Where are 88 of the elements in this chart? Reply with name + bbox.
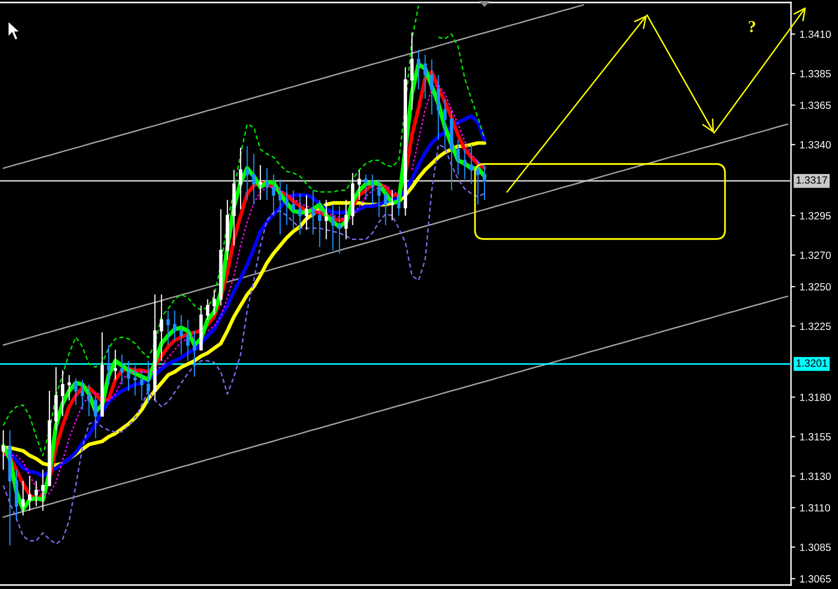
- candlestick: [87, 384, 91, 417]
- line-series: [2, 296, 788, 518]
- candlestick: [384, 190, 388, 226]
- candlestick: [311, 190, 315, 236]
- candlestick: [423, 54, 427, 100]
- candlestick: [410, 32, 414, 110]
- annotation: ?: [748, 20, 756, 32]
- candlestick: [68, 374, 71, 401]
- candlestick: [397, 194, 400, 216]
- y-tick-label: 1.3410: [800, 30, 831, 38]
- y-tick-label: 1.3085: [800, 544, 831, 551]
- candlestick: [331, 204, 335, 251]
- candlestick: [21, 480, 25, 516]
- candlestick: [114, 349, 118, 380]
- candlestick: [370, 174, 374, 206]
- y-tick-label: 1.3155: [800, 433, 831, 440]
- candlestick: [390, 190, 394, 221]
- candlestick: [80, 379, 84, 410]
- candlestick: [94, 395, 98, 439]
- candlestick: [146, 360, 150, 404]
- candlestick: [28, 476, 32, 512]
- line-series: [2, 4, 584, 169]
- candlestick: [166, 310, 170, 346]
- candlestick: [258, 164, 262, 200]
- candlestick: [120, 354, 124, 386]
- line-series: [2, 144, 486, 545]
- y-tick-label: 1.3385: [800, 70, 831, 78]
- candlestick: [54, 366, 58, 431]
- candlestick: [107, 344, 110, 386]
- candlestick: [430, 58, 434, 116]
- candlestick: [199, 305, 203, 350]
- candlestick: [34, 480, 38, 507]
- candlestick: [153, 294, 157, 401]
- candlestick: [482, 164, 486, 200]
- candlestick: [8, 430, 12, 546]
- candlestick: [246, 146, 249, 200]
- candlestick: [344, 199, 348, 240]
- candlestick: [298, 192, 302, 236]
- candlestick: [278, 178, 282, 236]
- candlestick: [180, 314, 183, 356]
- candlestick: [133, 365, 137, 396]
- candlestick: [212, 289, 216, 316]
- y-tick-label: 1.3250: [800, 283, 831, 291]
- y-tick-label: 1.3340: [800, 141, 831, 148]
- candlestick: [60, 370, 64, 417]
- ref-line-label: 1.3317: [796, 176, 828, 184]
- candlestick: [265, 168, 269, 200]
- y-tick-label: 1.3225: [800, 322, 831, 330]
- ref-line-label: 1.3201: [796, 359, 828, 367]
- line-series: [2, 124, 788, 346]
- candlestick: [186, 319, 190, 362]
- candlestick: [140, 370, 144, 401]
- candlestick: [238, 147, 242, 210]
- candlestick: [226, 199, 230, 260]
- candlestick: [338, 206, 342, 254]
- candlestick: [350, 172, 354, 226]
- candlestick: [358, 169, 361, 200]
- candlestick: [285, 183, 288, 226]
- candlestick: [304, 194, 308, 230]
- candlestick: [456, 139, 460, 176]
- y-tick-label: 1.3065: [800, 575, 831, 583]
- candlestick: [206, 298, 210, 320]
- candlestick: [443, 98, 447, 150]
- y-tick-label: 1.3130: [800, 472, 831, 480]
- candlestick: [364, 174, 368, 200]
- candlestick: [126, 360, 130, 392]
- candlestick: [173, 310, 176, 341]
- y-tick-label: 1.3365: [800, 102, 831, 109]
- candlestick: [100, 332, 104, 417]
- y-tick-label: 1.3110: [800, 504, 830, 512]
- candlestick: [192, 330, 196, 378]
- candlestick: [219, 208, 222, 306]
- candlestick: [470, 144, 473, 185]
- y-tick-label: 1.3270: [800, 252, 831, 259]
- candlestick: [252, 153, 256, 206]
- y-tick-label: 1.3295: [800, 212, 831, 220]
- candlestick: [324, 199, 328, 240]
- candlestick: [74, 378, 78, 406]
- candlestick: [404, 66, 408, 216]
- candlestick: [41, 469, 45, 512]
- candlestick: [160, 294, 164, 362]
- y-tick-label: 1.3180: [800, 394, 831, 402]
- candlestick: [292, 190, 296, 230]
- candlestick: [318, 199, 322, 248]
- candlestick: [272, 174, 276, 216]
- candlestick: [2, 430, 5, 470]
- candlestick: [463, 148, 466, 180]
- candlestick: [436, 74, 440, 140]
